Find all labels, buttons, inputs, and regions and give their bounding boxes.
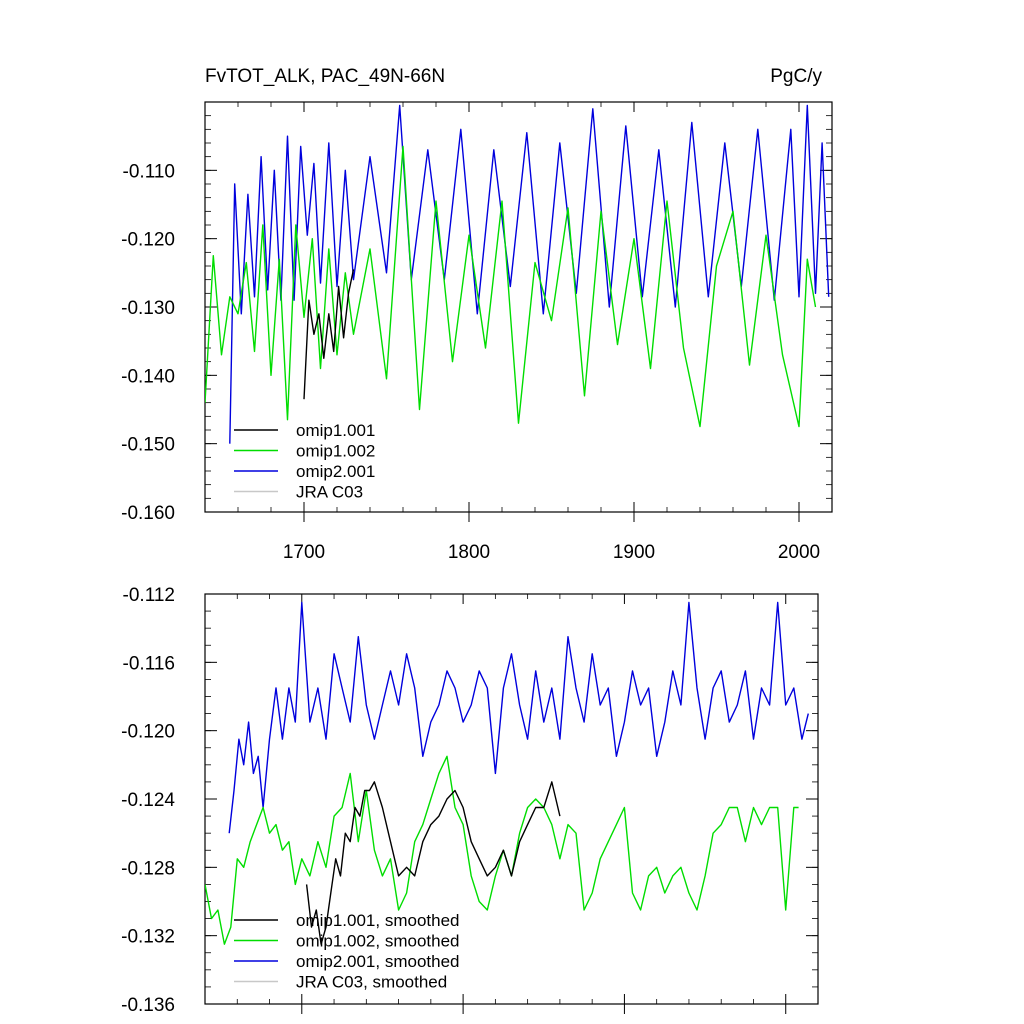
bottom-y-tick-label: -0.124 — [121, 790, 175, 811]
top-legend-label: omip1.001 — [296, 421, 375, 440]
top-y-tick-label: -0.130 — [121, 298, 175, 319]
top-chart-panel: FvTOT_ALK, PAC_49N-66N PgC/y 1700 1800 190… — [121, 66, 833, 563]
top-chart-units: PgC/y — [770, 66, 822, 87]
top-x-tick-label: 1900 — [613, 542, 655, 563]
top-legend-label: omip2.001 — [296, 462, 375, 481]
top-chart-title: FvTOT_ALK, PAC_49N-66N — [205, 66, 445, 87]
bottom-y-tick-label: -0.116 — [123, 653, 175, 674]
bottom-plot-area: -0.112 -0.116 -0.120 -0.124 -0.128 -0.132 -0.1… — [121, 585, 819, 1016]
top-y-tick-label: -0.120 — [121, 230, 175, 251]
top-legend-label: omip1.002 — [296, 442, 375, 461]
bottom-legend-label: JRA C03, smoothed — [296, 973, 447, 992]
top-legend-label: JRA C03 — [296, 483, 363, 502]
top-x-tick-label: 1800 — [448, 542, 490, 563]
bottom-y-tick-label: -0.128 — [121, 858, 175, 879]
top-y-tick-label: -0.110 — [123, 161, 175, 182]
top-series-line-0 — [303, 269, 355, 400]
bottom-series-line-1 — [205, 755, 799, 945]
bottom-legend-label: omip1.001, smoothed — [296, 911, 460, 930]
bottom-y-tick-label: -0.132 — [121, 927, 175, 948]
top-series-line-1 — [205, 145, 817, 428]
bottom-legend-label: omip2.001, smoothed — [296, 952, 460, 971]
top-x-tick-label: 1700 — [283, 542, 325, 563]
top-y-tick-label: -0.140 — [121, 366, 175, 387]
bottom-y-tick-label: -0.120 — [121, 722, 175, 743]
bottom-series-line-0 — [305, 781, 561, 945]
bottom-series-line-2 — [228, 601, 809, 834]
bottom-y-tick-label: -0.136 — [121, 995, 175, 1016]
top-y-tick-label: -0.160 — [121, 503, 175, 524]
bottom-chart-panel: -0.112 -0.116 -0.120 -0.124 -0.128 -0.132 -0.1… — [121, 585, 819, 1016]
top-y-tick-label: -0.150 — [121, 435, 175, 456]
top-plot-area: 1700 1800 1900 2000 -0.110 -0.120 -0.130 -0.140… — [121, 101, 833, 563]
bottom-y-tick-label: -0.112 — [123, 585, 175, 606]
bottom-legend-label: omip1.002, smoothed — [296, 932, 460, 951]
top-x-tick-label: 2000 — [778, 542, 820, 563]
